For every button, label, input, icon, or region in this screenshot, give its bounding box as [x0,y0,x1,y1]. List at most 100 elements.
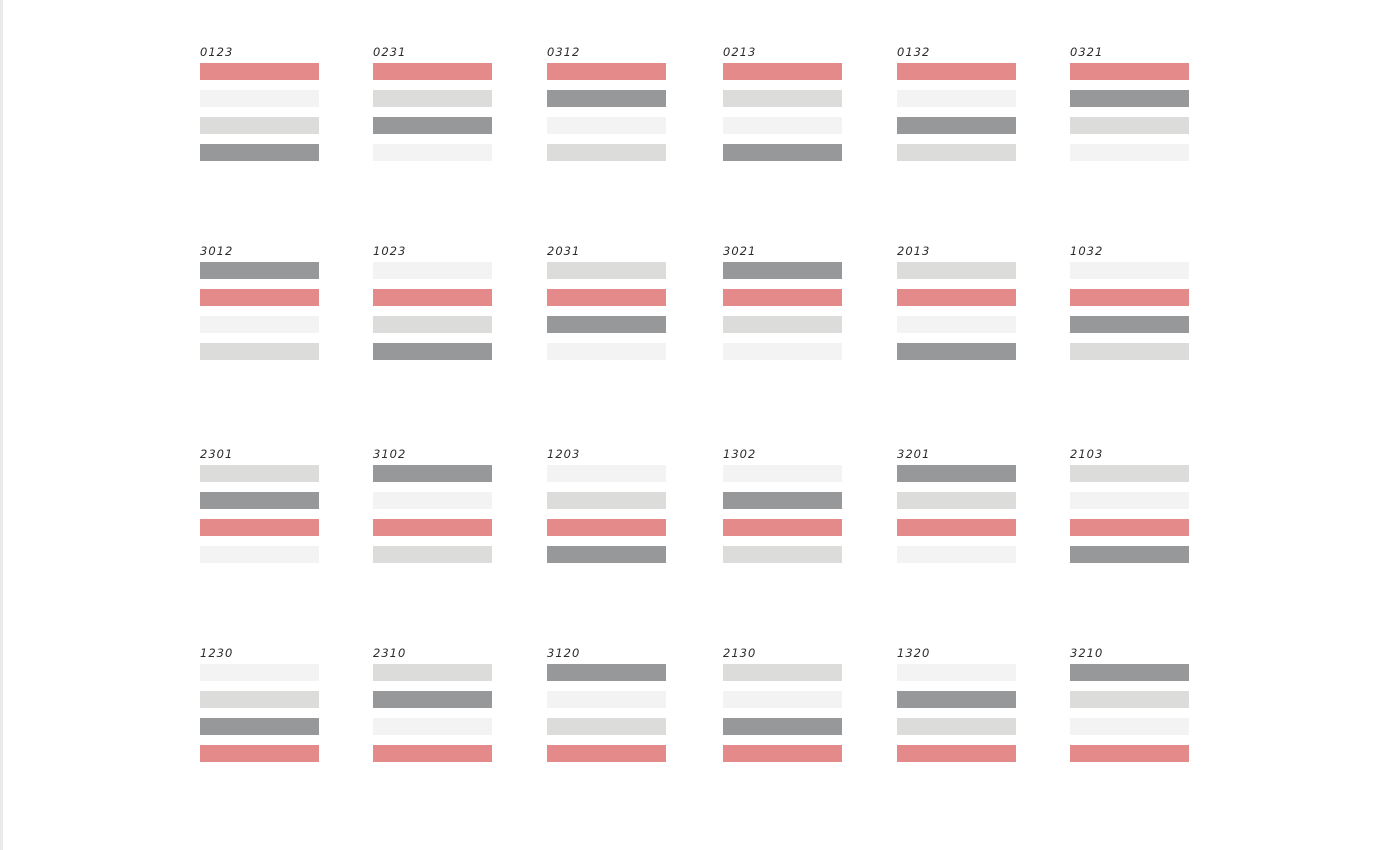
swatch-bars [897,664,1016,762]
group-label: 3012 [200,244,234,258]
swatch-bar-light-gray [897,492,1016,509]
swatch-bars [373,465,492,563]
group-label: 2301 [200,447,234,461]
swatch-bar-coral-red [547,63,666,80]
swatch-group: 2301 [200,447,319,563]
swatch-bars [1070,465,1189,563]
swatch-bar-medium-gray [200,718,319,735]
swatch-bar-medium-gray [1070,90,1189,107]
swatch-group: 0213 [723,45,842,161]
swatch-group: 2013 [897,244,1016,360]
swatch-bars [723,262,842,360]
swatch-bar-medium-gray [373,465,492,482]
swatch-bar-coral-red [1070,745,1189,762]
swatch-bars [373,262,492,360]
swatch-bar-off-white [897,316,1016,333]
swatch-bar-medium-gray [547,90,666,107]
swatch-bar-light-gray [723,664,842,681]
swatch-bar-medium-gray [723,262,842,279]
swatch-group: 3201 [897,447,1016,563]
swatch-bars [200,465,319,563]
swatch-bar-coral-red [723,289,842,306]
swatch-bars [547,465,666,563]
swatch-bar-coral-red [1070,63,1189,80]
swatch-bar-light-gray [897,144,1016,161]
swatch-group: 3120 [547,646,666,762]
swatch-bar-medium-gray [897,465,1016,482]
swatch-bar-light-gray [723,316,842,333]
swatch-group: 3021 [723,244,842,360]
swatch-bar-off-white [200,546,319,563]
swatch-bar-coral-red [200,63,319,80]
swatch-bar-coral-red [200,519,319,536]
swatch-bar-off-white [200,90,319,107]
swatch-bar-medium-gray [373,343,492,360]
swatch-grid: 0123 0231 0312 0213 0132 0321 3012 1023 2031 3021… [3,0,1398,850]
swatch-bar-coral-red [547,289,666,306]
swatch-group: 3102 [373,447,492,563]
swatch-bar-medium-gray [373,117,492,134]
group-label: 0312 [547,45,581,59]
group-label: 1230 [200,646,234,660]
swatch-bar-light-gray [723,90,842,107]
swatch-bar-coral-red [897,519,1016,536]
swatch-bar-off-white [897,664,1016,681]
swatch-bar-light-gray [547,492,666,509]
swatch-bars [373,664,492,762]
swatch-bar-off-white [373,144,492,161]
swatch-bar-light-gray [1070,343,1189,360]
swatch-bar-light-gray [1070,117,1189,134]
swatch-group: 3210 [1070,646,1189,762]
swatch-bar-light-gray [200,691,319,708]
swatch-bar-medium-gray [547,316,666,333]
swatch-group: 2031 [547,244,666,360]
swatch-bar-light-gray [547,262,666,279]
swatch-bar-off-white [373,492,492,509]
group-label: 1302 [723,447,757,461]
swatch-bar-off-white [1070,144,1189,161]
swatch-group: 0231 [373,45,492,161]
swatch-bar-light-gray [200,117,319,134]
swatch-bar-off-white [1070,492,1189,509]
swatch-group: 1032 [1070,244,1189,360]
swatch-group: 0321 [1070,45,1189,161]
swatch-group: 2103 [1070,447,1189,563]
swatch-group: 3012 [200,244,319,360]
swatch-bar-medium-gray [1070,546,1189,563]
swatch-bars [547,664,666,762]
swatch-bar-off-white [547,691,666,708]
swatch-bar-coral-red [897,63,1016,80]
swatch-bar-off-white [373,262,492,279]
swatch-bar-coral-red [373,289,492,306]
swatch-bar-medium-gray [897,117,1016,134]
swatch-bar-coral-red [1070,519,1189,536]
swatch-bars [897,63,1016,161]
swatch-bars [547,63,666,161]
swatch-bars [1070,63,1189,161]
swatch-bar-off-white [897,546,1016,563]
swatch-bars [897,262,1016,360]
group-label: 1023 [373,244,407,258]
group-label: 1032 [1070,244,1104,258]
swatch-bar-light-gray [373,664,492,681]
swatch-bar-coral-red [897,745,1016,762]
swatch-bar-light-gray [1070,691,1189,708]
swatch-group: 2310 [373,646,492,762]
swatch-bar-light-gray [897,718,1016,735]
swatch-bar-coral-red [547,519,666,536]
group-label: 3102 [373,447,407,461]
swatch-group: 1230 [200,646,319,762]
swatch-bars [1070,262,1189,360]
swatch-bar-off-white [723,691,842,708]
swatch-bar-light-gray [373,316,492,333]
group-label: 2013 [897,244,931,258]
group-label: 3021 [723,244,757,258]
group-label: 2103 [1070,447,1104,461]
swatch-bar-coral-red [1070,289,1189,306]
swatch-bar-off-white [200,316,319,333]
swatch-bar-medium-gray [1070,316,1189,333]
group-label: 3210 [1070,646,1104,660]
swatch-bar-coral-red [373,519,492,536]
swatch-bar-coral-red [373,745,492,762]
